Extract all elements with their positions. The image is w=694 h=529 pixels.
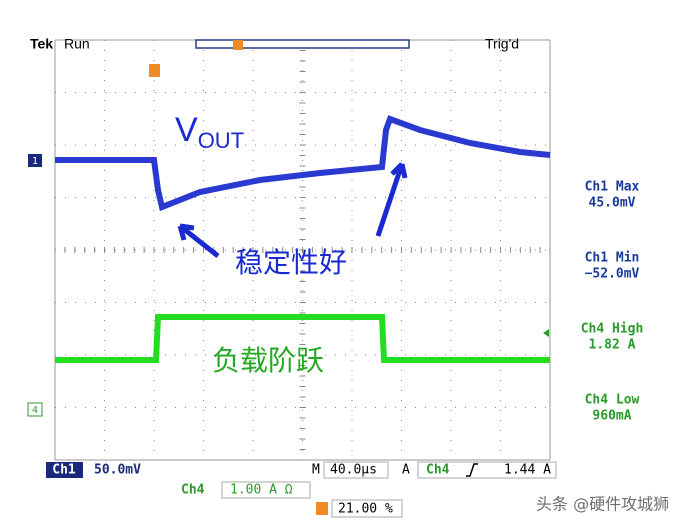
arrow-left	[177, 223, 220, 258]
ch4-trace	[55, 314, 550, 363]
level-marker	[543, 329, 549, 337]
load-step-label: 负载阶跃	[212, 344, 324, 377]
watermark: 头条 @硬件攻城狮	[536, 495, 669, 514]
trigger-level: 1.44 A	[504, 463, 551, 478]
time-label: M	[312, 463, 320, 478]
slope-icon	[466, 463, 478, 477]
trigger-position: 21.00 %	[338, 502, 393, 517]
ch4-marker	[27, 402, 43, 417]
readout-value: 1.82 A	[589, 338, 636, 353]
readout-value: −52.0mV	[585, 267, 640, 282]
readout-label: Ch4 High	[581, 322, 644, 337]
ch1-marker-label: 1	[32, 156, 38, 167]
trigger-marker	[149, 64, 160, 77]
ch4-scale: 1.00 A Ω	[230, 483, 293, 498]
trigger-box	[417, 461, 557, 479]
ch1-marker	[28, 154, 42, 167]
trigger-mode: A	[402, 463, 410, 478]
trigger-source: Ch4	[426, 463, 450, 478]
time-box	[323, 461, 389, 479]
arrow-right	[375, 162, 408, 237]
readout-value: 45.0mV	[589, 196, 636, 211]
arrows	[177, 162, 408, 258]
readout-label: Ch4 Low	[585, 393, 640, 408]
graticule	[54, 39, 551, 461]
ch4-marker-label: 4	[32, 405, 38, 416]
readout-label: Ch1 Max	[585, 180, 640, 195]
trigger-pos-icon	[233, 40, 243, 50]
trigger-pos-box	[331, 499, 403, 518]
run-status: Run	[64, 36, 90, 52]
vout-label: VOUT	[175, 111, 244, 153]
ch1-trace	[55, 115, 551, 212]
trigger-status: Trig'd	[485, 36, 519, 52]
time-scale: 40.0µs	[330, 463, 377, 478]
ch1-box	[46, 462, 83, 478]
readout-label: Ch1 Min	[585, 251, 640, 266]
ch1-label: Ch1	[52, 463, 76, 478]
stability-label: 稳定性好	[235, 246, 347, 279]
ch4-label: Ch4	[181, 483, 205, 498]
brand: Tek	[30, 36, 53, 52]
ch4-box	[221, 481, 311, 499]
ch1-scale: 50.0mV	[94, 463, 141, 478]
trigger-pos-small	[316, 502, 328, 515]
readout-value: 960mA	[592, 409, 631, 424]
trigger-bar	[195, 39, 410, 49]
